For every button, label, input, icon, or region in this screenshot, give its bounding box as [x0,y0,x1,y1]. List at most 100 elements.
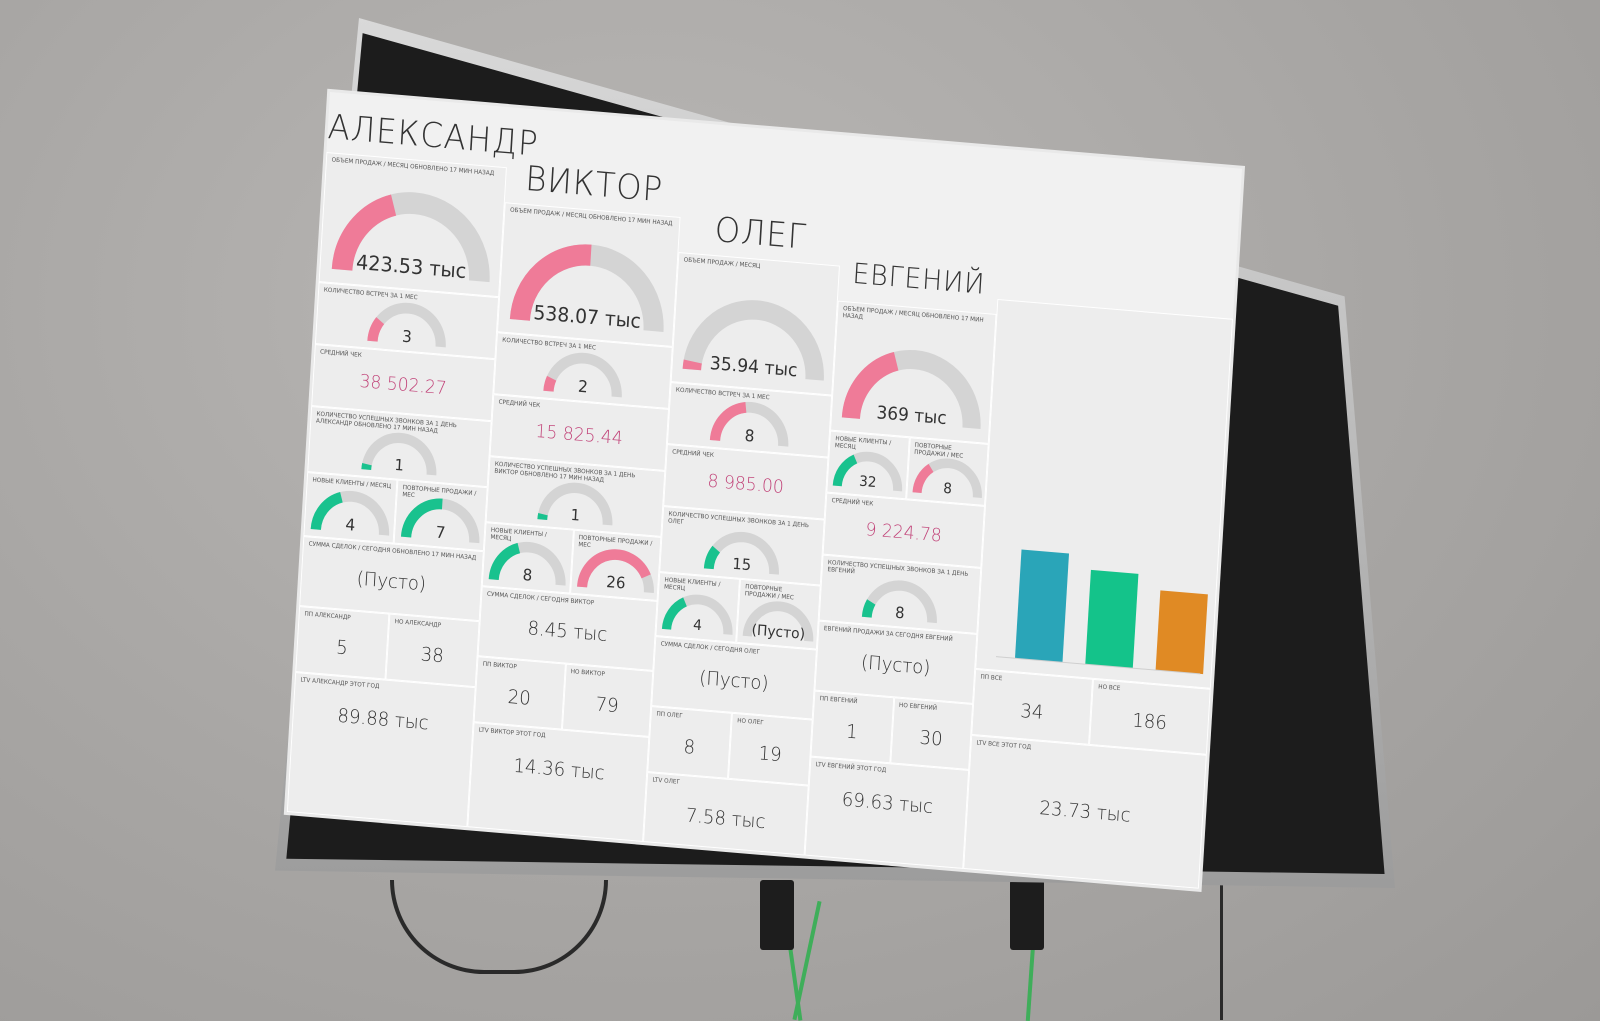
sales-gauge-value: 423.53 тыс [355,250,467,283]
person-column-1: ВИКТОР ОБЪЕМ ПРОДАЖ / МЕСЯЦ ОБНОВЛЕНО 17 … [467,107,686,842]
repeat-sales-gauge-value: 26 [605,573,625,593]
sales-gauge-wrap: 35.94 тыс [672,267,840,396]
meetings-gauge-wrap: 8 [668,395,832,458]
deals-today-value: (Пусто) [698,666,770,695]
sales-gauge: 369 тыс [841,349,981,429]
repeat-sales-gauge-value: (Пусто) [751,622,805,643]
meetings-gauge: 8 [709,401,789,447]
calls-tile: Количество успешных звонков за 1 день АЛ… [307,406,492,488]
meetings-gauge: 2 [543,352,622,398]
new-clients-gauge-value: 8 [522,566,533,585]
calls-tile: Количество успешных звонков за 1 день ОЛ… [659,506,825,586]
repeat-sales-gauge-wrap: 7 [395,495,488,552]
repeat-sales-gauge: 26 [576,549,654,594]
meetings-gauge-value: 2 [578,376,589,396]
repeat-sales-tile: ПОВТОРНЫЕ ПРОДАЖИ / МЕС 26 [569,529,662,601]
no-value: 79 [594,693,620,718]
meetings-tile: КОЛИЧЕСТВО ВСТРЕЧ ЗА 1 МЕС 3 [314,282,500,360]
new-clients-tile: НОВЫЕ КЛИЕНТЫ / МЕСЯЦ 8 [481,522,574,594]
summary-ltv-value: 23.73 тыс [1038,797,1132,827]
wall-cable-right [1190,880,1223,1020]
calls-gauge-track [537,482,613,526]
pp-value: 8 [682,735,696,759]
new-clients-gauge: 32 [832,451,903,492]
no-label: НО ОЛЕГ [737,717,764,727]
no-value: 19 [757,742,783,767]
no-tile: НО ОЛЕГ 19 [728,712,813,786]
summary-no-value: 186 [1131,709,1168,735]
new-clients-gauge-value: 32 [859,473,877,491]
person-column-3: ЕВГЕНИЙ ОБЪЕМ ПРОДАЖ / МЕСЯЦ ОБНОВЛЕНО 17… [804,136,1007,869]
calls-gauge-value: 1 [570,506,580,525]
meetings-gauge-fill [543,375,557,392]
sales-volume-tile: ОБЪЕМ ПРОДАЖ / МЕСЯЦ 35.94 тыс [670,252,840,396]
summary-bar-chart [995,549,1208,675]
new-clients-gauge-wrap: 8 [483,537,574,593]
no-tile: НО АЛЕКСАНДР 38 [385,613,480,688]
repeat-sales-gauge-wrap: 26 [571,545,662,601]
summary-pp-tile: ПП ВСЕ 34 [971,668,1093,745]
new-clients-gauge-value: 4 [345,515,356,535]
meetings-tile: КОЛИЧЕСТВО ВСТРЕЧ ЗА 1 МЕС 8 [666,382,833,458]
average-check-value: 9 224.78 [864,519,943,547]
average-check-value: 8 985.00 [706,470,785,499]
new-clients-tile: НОВЫЕ КЛИЕНТЫ / МЕСЯЦ 32 [826,430,910,500]
summary-panel: ПП ВСЕ 34 НО ВСЕ 186 LTV ВСЕ ЭТОТ ГОД 23.73 т… [963,298,1233,889]
new-clients-gauge-value: 4 [693,617,703,634]
no-label: НО ВИКТОР [570,668,606,678]
calls-gauge: 1 [361,432,437,476]
calls-gauge-track [361,432,437,476]
pp-value: 5 [335,636,349,660]
ltv-value: 14.36 тыс [512,754,606,785]
no-tile: НО ЕВГЕНИЙ 30 [889,697,974,770]
calls-gauge: 15 [703,531,779,575]
sales-gauge-fill [331,194,397,272]
sales-gauge-track [682,300,824,381]
calls-gauge-wrap: 1 [308,425,491,487]
sales-volume-tile: ОБЪЕМ ПРОДАЖ / МЕСЯЦ ОБНОВЛЕНО 17 МИН НА… [497,202,681,347]
new-clients-gauge-fill [310,492,343,531]
calls-gauge-fill [703,545,721,570]
person-column-2: ОЛЕГ ОБЪЕМ ПРОДАЖ / МЕСЯЦ 35.94 тыс КОЛИЧЕС… [643,122,848,856]
calls-gauge-fill [361,462,372,471]
meetings-gauge-track [543,352,622,398]
repeat-sales-gauge-track [742,601,814,642]
ltv-value: 69.63 тыс [841,788,934,819]
pp-label: ПП ВИКТОР [482,660,518,671]
deals-today-value: 8.45 тыс [526,617,608,646]
ltv-tile: LTV ВИКТОР ЭТОТ ГОД 14.36 тыс [467,722,650,842]
calls-gauge-wrap: 15 [660,525,824,586]
repeat-sales-gauge-wrap: (Пусто) [737,594,821,650]
new-clients-gauge-fill [832,454,858,487]
calls-tile: Количество успешных звонков за 1 день ЕВ… [818,554,982,634]
pp-tile: ПП АЛЕКСАНДР 5 [295,606,390,680]
new-clients-gauge-wrap: 32 [827,444,909,500]
sales-gauge: 35.94 тыс [682,300,824,381]
new-clients-tile: НОВЫЕ КЛИЕНТЫ / МЕСЯЦ 4 [303,472,398,544]
no-label: НО ЕВГЕНИЙ [898,701,938,712]
calls-gauge-value: 15 [732,554,752,574]
repeat-sales-gauge: 7 [400,498,480,544]
deals-today-value: (Пусто) [356,567,427,596]
sales-gauge: 423.53 тыс [331,192,490,283]
dashboard: ПП ВСЕ 34 НО ВСЕ 186 LTV ВСЕ ЭТОТ ГОД 23.73 т… [286,92,1242,889]
repeat-sales-gauge-fill [576,549,651,588]
calls-gauge-wrap: 8 [820,574,982,634]
meetings-gauge-fill [709,402,747,442]
chart-baseline [995,656,1201,675]
new-clients-gauge: 8 [488,541,566,586]
repeat-sales-gauge-value: 7 [435,522,446,542]
summary-chart-tile [975,298,1233,689]
green-cable-2 [792,900,822,1021]
person-column-0: АЛЕКСАНДР ОБЪЕМ ПРОДАЖ / МЕСЯЦ ОБНОВЛЕНО … [286,92,540,828]
new-clients-gauge-fill [488,542,521,581]
wall-mount-left [760,880,794,950]
calls-gauge: 8 [861,580,937,624]
pp-tile: ПП ЕВГЕНИЙ 1 [810,690,894,764]
pp-label: ПП ОЛЕГ [656,710,683,720]
calls-gauge-wrap: 1 [486,475,665,537]
no-label: НО АЛЕКСАНДР [394,618,442,629]
sales-gauge-value: 369 тыс [876,403,947,429]
no-tile: НО ВИКТОР 79 [561,663,654,737]
calls-gauge-fill [861,599,876,618]
